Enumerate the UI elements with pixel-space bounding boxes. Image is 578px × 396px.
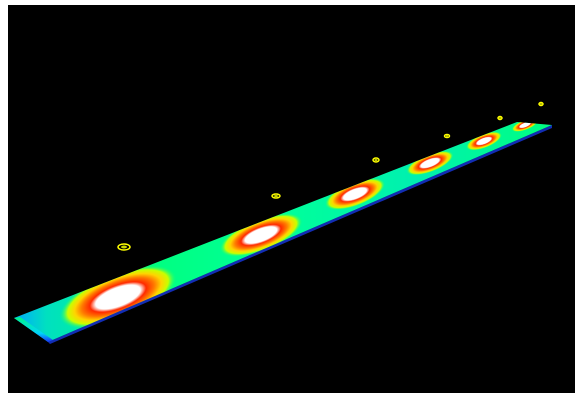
render-viewport (8, 5, 575, 393)
heat-hotspot (511, 122, 539, 132)
heatmap-strip-render (14, 101, 552, 344)
yellow-marker-core (121, 245, 127, 249)
hotspot-group (59, 122, 539, 329)
yellow-marker (271, 193, 281, 199)
yellow-marker-core (374, 159, 378, 161)
heat-hotspot (59, 265, 177, 329)
heat-hotspot (406, 150, 454, 176)
yellow-marker-core (499, 117, 501, 119)
yellow-marker (538, 101, 544, 107)
heat-hotspot (324, 177, 386, 211)
yellow-marker-core (274, 195, 278, 197)
yellow-marker-core (540, 103, 542, 105)
yellow-marker (497, 115, 503, 121)
heat-hotspot (219, 213, 303, 257)
yellow-marker (443, 133, 451, 139)
heat-hotspot (466, 131, 502, 151)
yellow-marker (117, 243, 131, 251)
marker-group (117, 101, 544, 251)
yellow-marker-core (445, 135, 449, 137)
yellow-marker (372, 157, 380, 163)
